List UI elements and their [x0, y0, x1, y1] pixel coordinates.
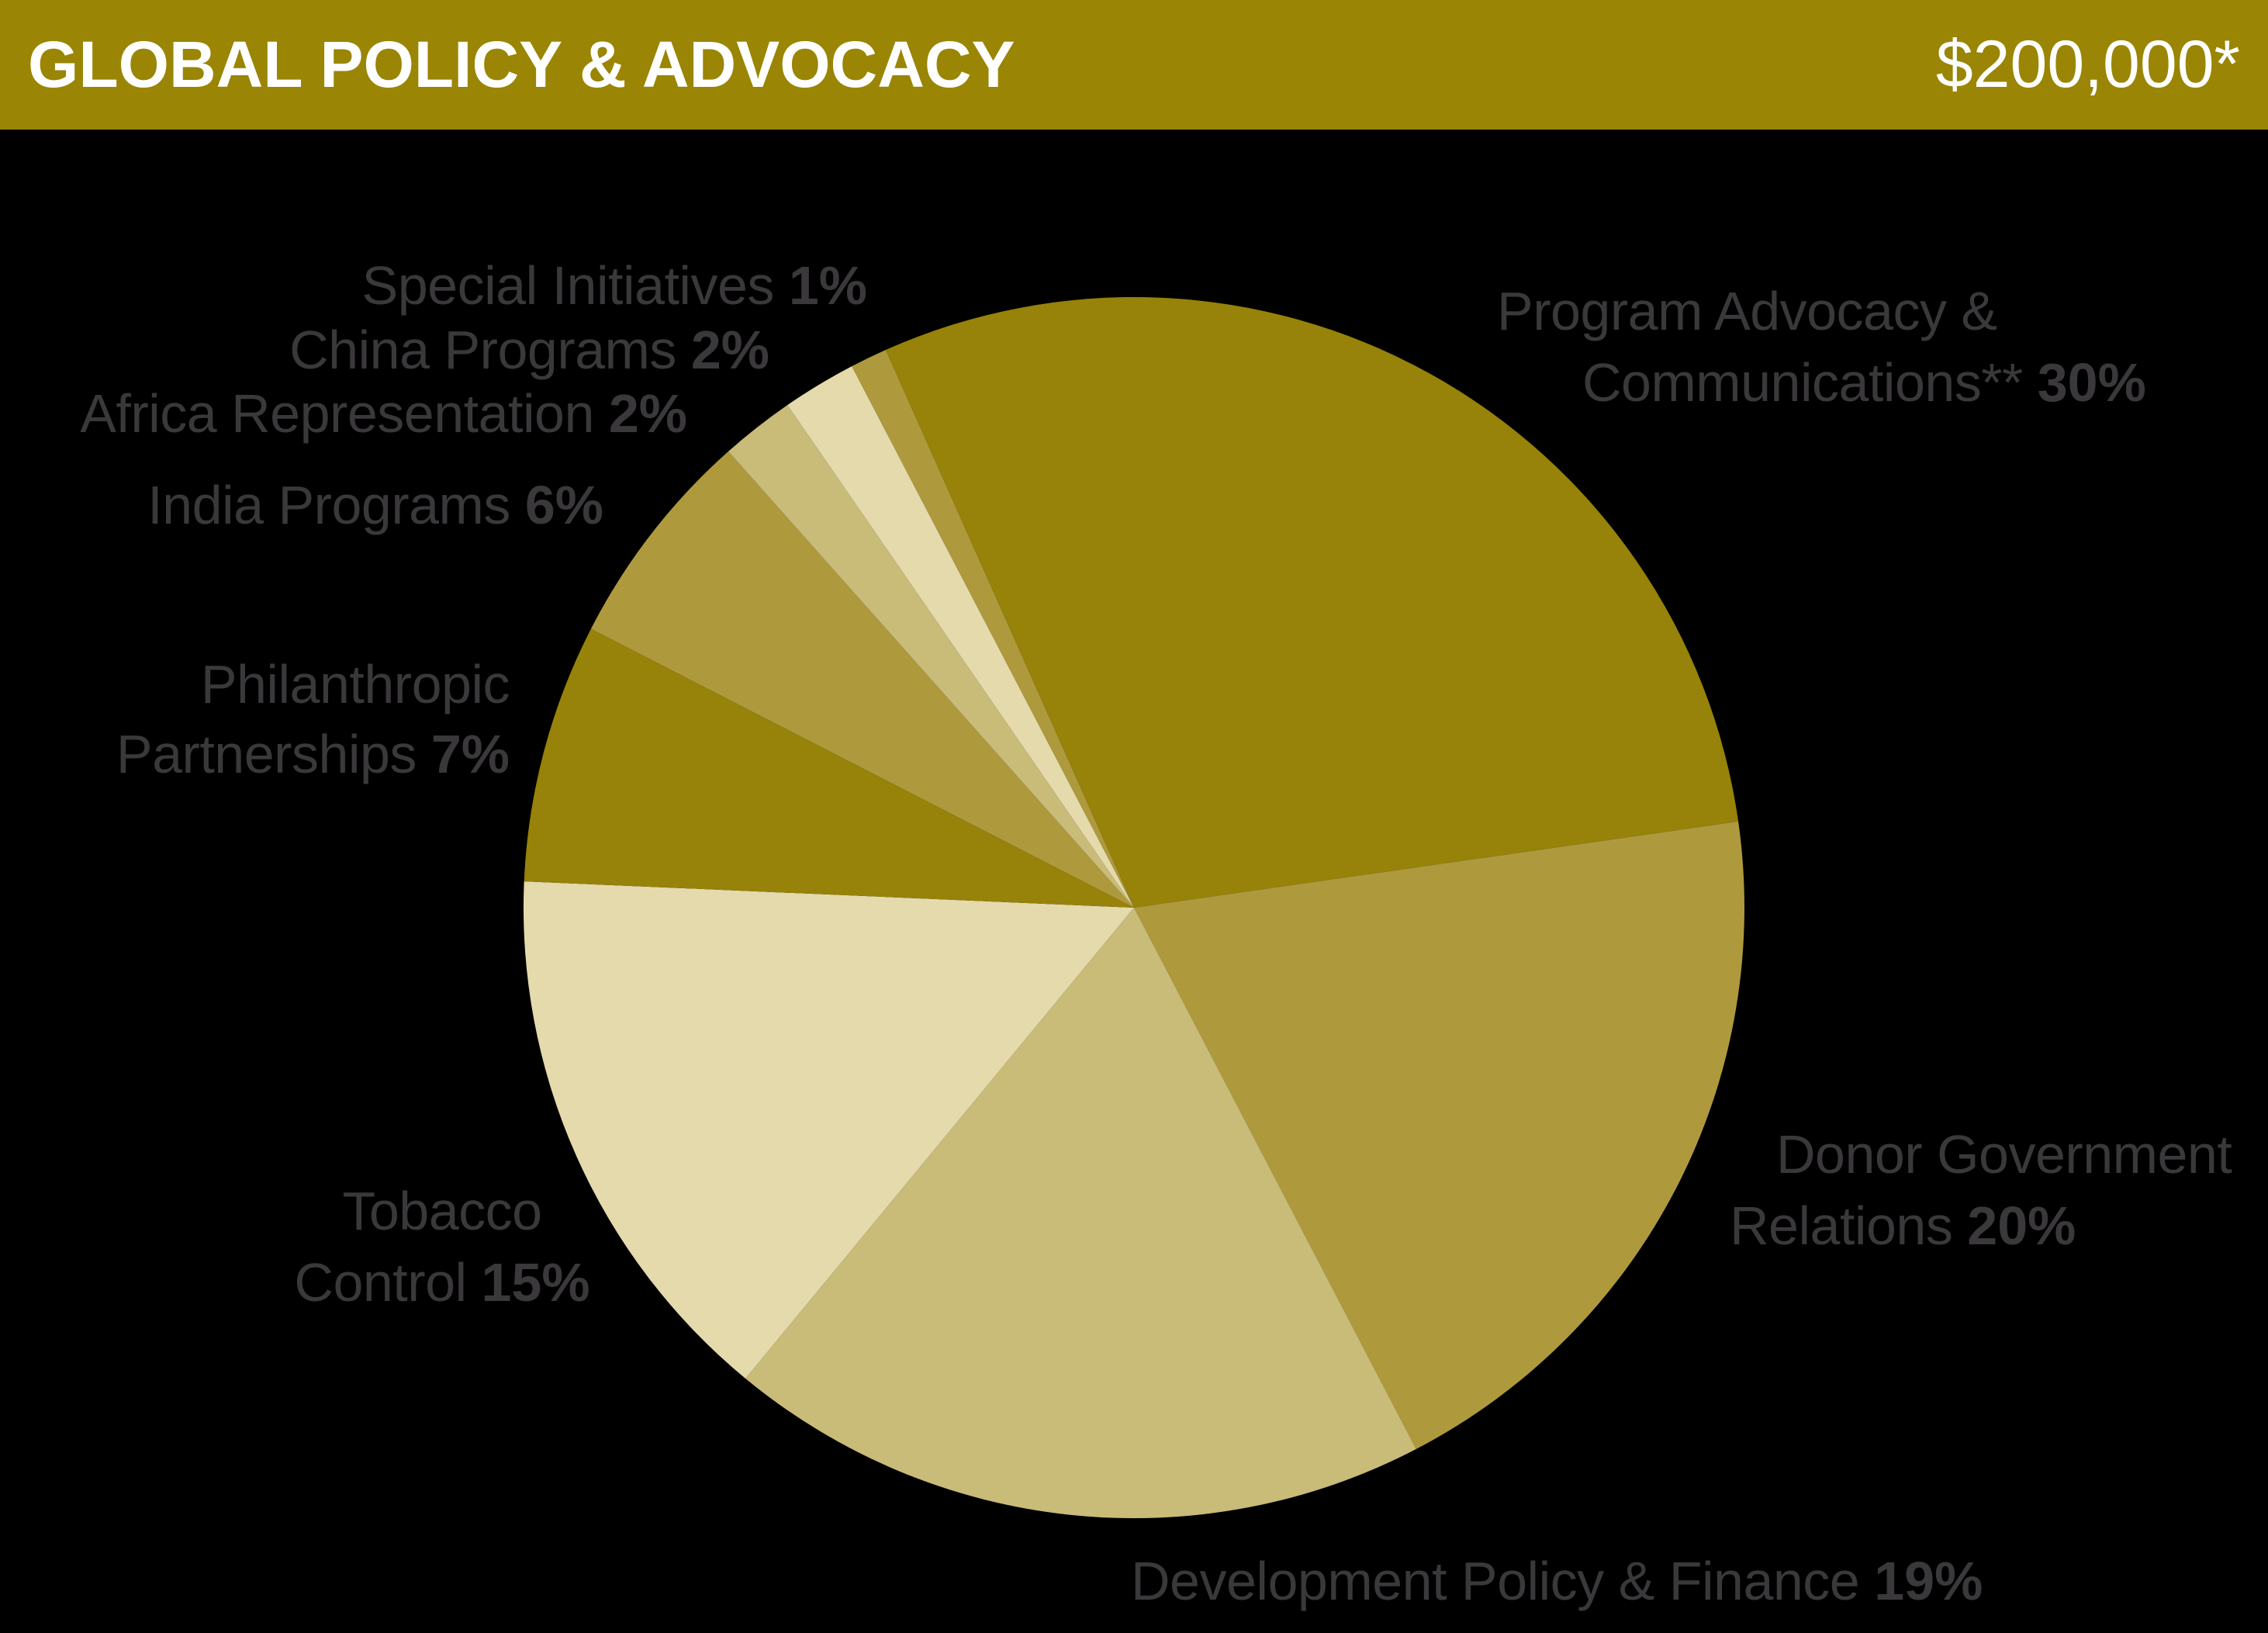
label-pct: 2%	[608, 383, 687, 444]
label-pct: 15%	[481, 1252, 590, 1313]
label-program-advocacy-line2: Communications** 30%	[1582, 351, 2146, 414]
label-donor-government-line1: Donor Government	[1776, 1123, 2232, 1186]
page-title: GLOBAL POLICY & ADVOCACY	[28, 28, 1015, 101]
label-pct: 6%	[524, 475, 603, 535]
pie-slice-china-programs	[787, 366, 1134, 908]
pie-slice-development-policy-finance	[745, 908, 1416, 1519]
label-pct: 1%	[788, 255, 867, 316]
label-special-initiatives: Special Initiatives 1%	[362, 254, 867, 317]
label-pct: 20%	[1967, 1195, 2076, 1256]
label-pct: 2%	[690, 320, 769, 380]
pie-slice-donor-government-relations	[1134, 821, 1744, 1449]
total-amount: $200,000*	[1935, 27, 2240, 102]
label-pct: 30%	[2037, 352, 2146, 413]
label-text: Africa Representation	[80, 383, 594, 444]
pie-slice-program-advocacy-communications	[885, 296, 1739, 908]
label-china-programs: China Programs 2%	[289, 318, 769, 382]
pie-slice-philanthropic-partnerships	[524, 628, 1134, 908]
label-philanthropic-partnerships: Philanthropic Partnerships 7%	[116, 649, 510, 789]
label-pct: 19%	[1874, 1551, 1983, 1611]
pie-slice-tobacco-control	[523, 881, 1134, 1379]
label-text: China Programs	[289, 320, 676, 380]
label-text: Tobacco	[342, 1181, 542, 1241]
label-text: Donor Government	[1776, 1124, 2232, 1185]
label-tobacco-control: Tobacco Control 15%	[294, 1175, 589, 1318]
label-development-policy-finance: Development Policy & Finance 19%	[1131, 1549, 1983, 1613]
header-bar: GLOBAL POLICY & ADVOCACY $200,000*	[0, 0, 2268, 130]
label-india-programs: India Programs 6%	[147, 473, 603, 537]
label-text: India Programs	[147, 475, 510, 535]
label-text: Relations	[1730, 1195, 1953, 1256]
label-program-advocacy-line1: Program Advocacy &	[1497, 279, 1997, 343]
label-text: Communications**	[1582, 352, 2023, 413]
pie-slice-special-initiatives	[852, 350, 1134, 908]
label-donor-government-line2: Relations 20%	[1730, 1194, 2076, 1258]
label-text: Special Initiatives	[361, 255, 775, 316]
pie-slice-india-programs	[590, 451, 1134, 908]
pie-slice-africa-representation	[728, 405, 1134, 908]
label-text: Program Advocacy &	[1497, 281, 1997, 341]
label-text: Control 15%	[294, 1252, 590, 1313]
label-text: Partnerships 7%	[116, 724, 510, 784]
label-africa-representation: Africa Representation 2%	[80, 382, 687, 445]
label-text: Philanthropic	[200, 654, 510, 714]
label-text: Development Policy & Finance	[1131, 1551, 1860, 1611]
label-pct: 7%	[430, 724, 510, 784]
